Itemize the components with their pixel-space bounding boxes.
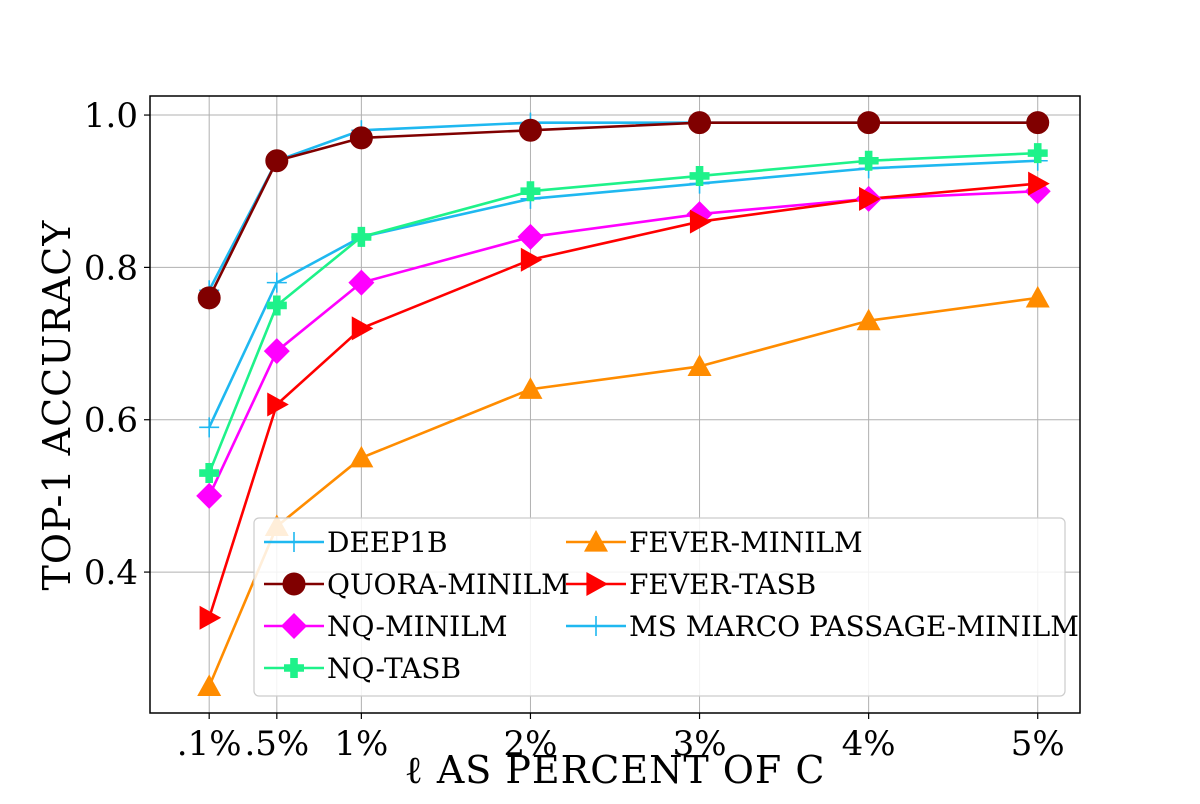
data-point [859,186,881,211]
data-point [858,150,879,171]
y-tick-label: 0.8 [84,248,138,288]
data-point [266,272,287,293]
data-point [518,377,543,399]
data-point [689,209,712,234]
data-point [520,247,543,272]
legend-marker [586,616,606,636]
data-point [517,223,544,250]
legend-label: FEVER-MINILM [629,526,863,559]
data-point [688,111,712,135]
legend-marker [584,530,608,552]
legend-marker [284,532,304,552]
legend-label: DEEP1B [327,526,448,559]
legend: DEEP1B QUORA-MINILM NQ-MINILM NQ-TASB FEVER-… [253,517,1079,697]
legend-label: QUORA-MINILM [327,568,570,601]
data-point [265,149,289,173]
x-tick-label: 4% [842,724,896,764]
series-markers [196,111,1051,696]
legend-label: MS MARCO PASSAGE-MINILM [629,610,1079,643]
legend-marker [586,572,608,596]
x-tick-label: .5% [244,724,309,764]
data-point [199,463,220,484]
data-point [518,118,542,142]
x-tick-label: .1% [177,724,242,764]
data-point [348,269,375,296]
data-point [199,417,220,438]
x-tick-label: 3% [673,724,727,764]
x-axis-label: ℓ AS PERCENT OF C [405,748,826,792]
data-point [856,308,881,331]
data-point [1027,143,1048,164]
legend-label: FEVER-TASB [629,568,816,601]
data-point [687,354,712,377]
x-tick-label: 1% [334,724,388,764]
data-point [689,165,710,186]
data-point [349,445,374,468]
legend-marker [284,658,304,678]
data-point [349,126,373,150]
y-tick-label: 0.4 [84,553,138,593]
data-point [199,605,222,630]
data-point [351,226,372,247]
legend-box [253,517,1066,697]
data-point [351,316,374,341]
data-point [1026,111,1050,135]
data-point [263,338,290,365]
plot-frame [149,95,1081,714]
legend-label: NQ-MINILM [327,610,508,643]
data-point [197,674,222,696]
x-tick-labels: .1% .5% 1% 2% 3% 4% 5% [177,713,1065,764]
legend-marker [281,613,307,639]
data-point [196,482,223,509]
y-tick-labels: 0.4 0.6 0.8 1.0 [84,96,150,593]
y-tick-label: 1.0 [84,96,138,136]
data-point [1028,171,1050,196]
data-point [857,111,881,135]
legend-marker [282,572,306,596]
data-point [197,286,221,310]
data-point [267,392,289,417]
y-axis-label: TOP-1 ACCURACY [35,220,79,591]
x-tick-label: 5% [1011,724,1065,764]
legend-label: NQ-TASB [327,652,461,685]
data-point [1025,285,1050,308]
y-tick-label: 0.6 [84,401,138,441]
data-point [520,181,541,202]
data-point [266,295,287,316]
x-tick-label: 2% [503,724,557,764]
